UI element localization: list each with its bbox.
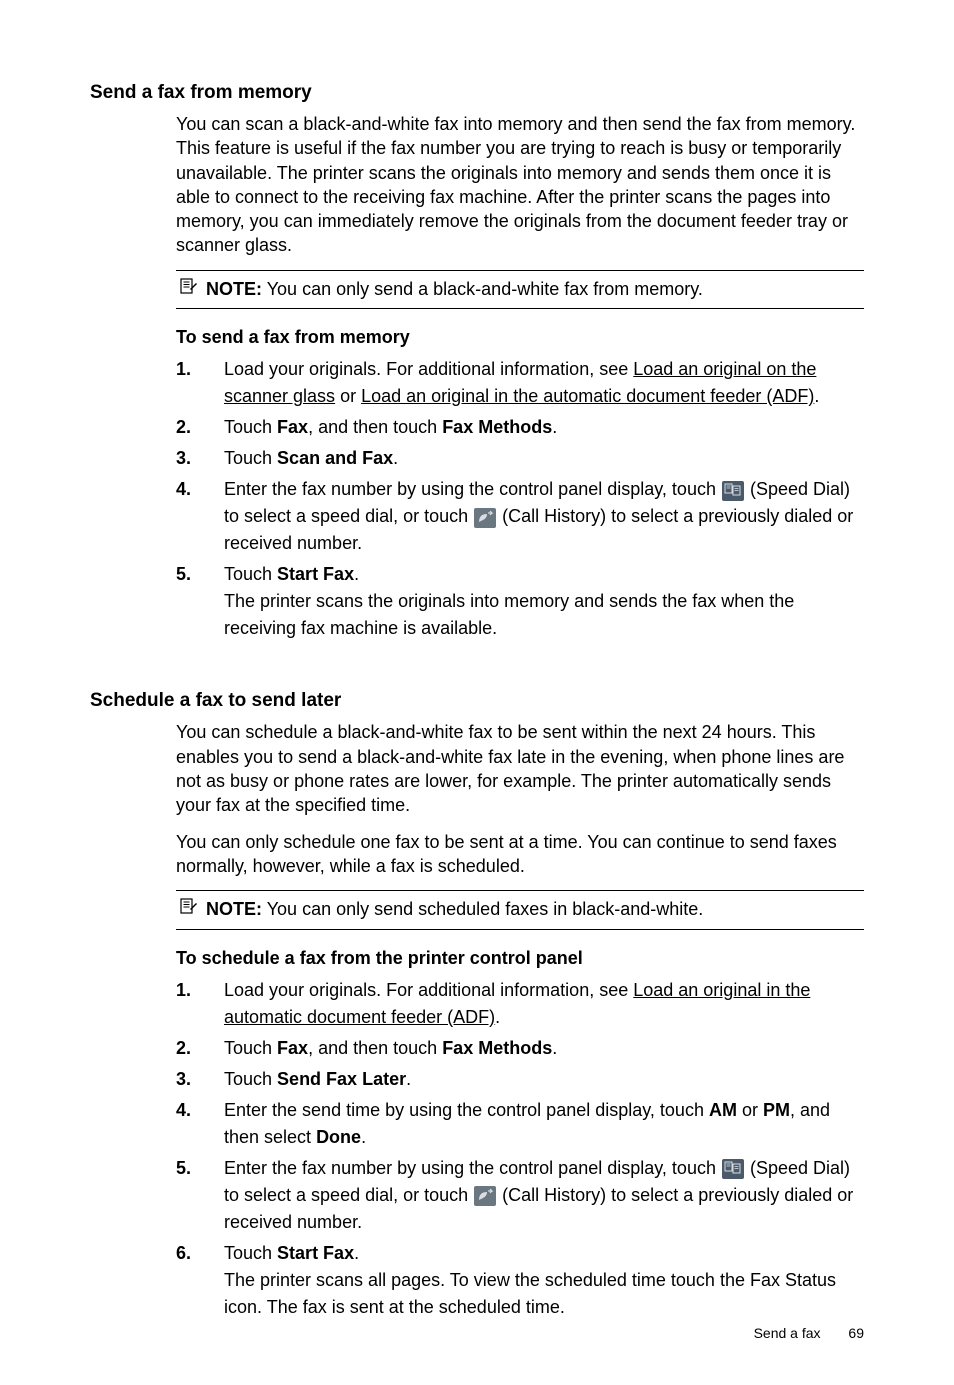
note-icon [176, 897, 198, 923]
note-box-2: NOTE: You can only send scheduled faxes … [176, 890, 864, 930]
note-box-1: NOTE: You can only send a black-and-whit… [176, 270, 864, 310]
step-num: 4. [176, 1097, 224, 1124]
step-body: Touch Send Fax Later. [224, 1066, 864, 1093]
section2-body: You can schedule a black-and-white fax t… [176, 720, 864, 1320]
step-body: Touch Start Fax. The printer scans the o… [224, 561, 864, 642]
step-num: 1. [176, 977, 224, 1004]
step-num: 5. [176, 1155, 224, 1182]
footer-label: Send a fax [754, 1325, 821, 1341]
step-1-3: 3. Touch Scan and Fax. [176, 445, 864, 472]
page-number: 69 [848, 1325, 864, 1341]
section2-intro2: You can only schedule one fax to be sent… [176, 830, 864, 879]
page: Send a fax from memory You can scan a bl… [0, 0, 954, 1385]
step-body: Enter the send time by using the control… [224, 1097, 864, 1151]
note-label-2: NOTE: [206, 899, 262, 919]
step-num: 2. [176, 1035, 224, 1062]
step-num: 5. [176, 561, 224, 588]
procedure-title-2: To schedule a fax from the printer contr… [176, 948, 864, 969]
step-num: 1. [176, 356, 224, 383]
section-heading-send-from-memory: Send a fax from memory [90, 82, 864, 104]
step-num: 4. [176, 476, 224, 503]
section-heading-schedule-fax: Schedule a fax to send later [90, 690, 864, 712]
step-1-4: 4. Enter the fax number by using the con… [176, 476, 864, 557]
note-label-1: NOTE: [206, 279, 262, 299]
step-body: Touch Fax, and then touch Fax Methods. [224, 414, 864, 441]
step-body: Touch Scan and Fax. [224, 445, 864, 472]
section1-body: You can scan a black-and-white fax into … [176, 112, 864, 642]
step-num: 3. [176, 445, 224, 472]
link-load-adf[interactable]: Load an original in the automatic docume… [361, 386, 814, 406]
step-num: 6. [176, 1240, 224, 1267]
step-body: Enter the fax number by using the contro… [224, 1155, 864, 1236]
procedure-title-1: To send a fax from memory [176, 327, 864, 348]
speed-dial-icon [722, 1159, 744, 1179]
step-1-1: 1. Load your originals. For additional i… [176, 356, 864, 410]
note-text-1: NOTE: You can only send a black-and-whit… [206, 277, 864, 301]
call-history-icon [474, 1186, 496, 1206]
step-num: 2. [176, 414, 224, 441]
call-history-icon [474, 508, 496, 528]
step-2-4: 4. Enter the send time by using the cont… [176, 1097, 864, 1151]
step-num: 3. [176, 1066, 224, 1093]
note-text-2: NOTE: You can only send scheduled faxes … [206, 897, 864, 921]
step-1-5: 5. Touch Start Fax. The printer scans th… [176, 561, 864, 642]
step-1-2: 2. Touch Fax, and then touch Fax Methods… [176, 414, 864, 441]
step-2-3: 3. Touch Send Fax Later. [176, 1066, 864, 1093]
steps-list-2: 1. Load your originals. For additional i… [176, 977, 864, 1321]
step-body: Load your originals. For additional info… [224, 356, 864, 410]
step-2-6: 6. Touch Start Fax. The printer scans al… [176, 1240, 864, 1321]
step-2-2: 2. Touch Fax, and then touch Fax Methods… [176, 1035, 864, 1062]
step-body: Load your originals. For additional info… [224, 977, 864, 1031]
page-footer: Send a fax 69 [754, 1325, 864, 1341]
section2-intro1: You can schedule a black-and-white fax t… [176, 720, 864, 817]
speed-dial-icon [722, 481, 744, 501]
step-body: Enter the fax number by using the contro… [224, 476, 864, 557]
step-body: Touch Fax, and then touch Fax Methods. [224, 1035, 864, 1062]
step-body: Touch Start Fax. The printer scans all p… [224, 1240, 864, 1321]
note-icon [176, 277, 198, 303]
step-2-1: 1. Load your originals. For additional i… [176, 977, 864, 1031]
steps-list-1: 1. Load your originals. For additional i… [176, 356, 864, 642]
step-2-5: 5. Enter the fax number by using the con… [176, 1155, 864, 1236]
section1-intro: You can scan a black-and-white fax into … [176, 112, 864, 258]
